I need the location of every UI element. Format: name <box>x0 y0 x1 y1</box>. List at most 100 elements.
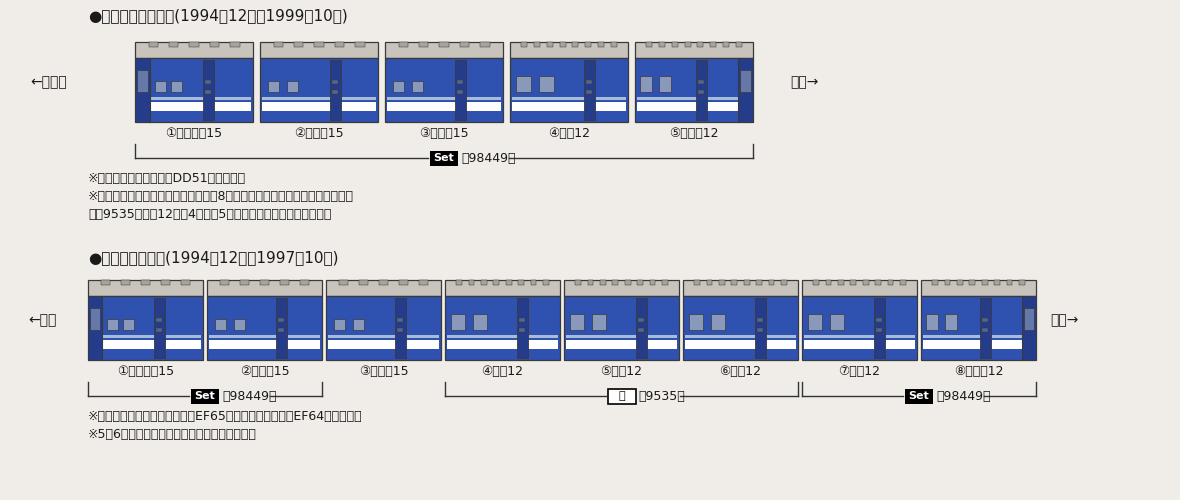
Text: ②オハネ15: ②オハネ15 <box>240 365 289 378</box>
Bar <box>332 90 337 94</box>
Bar <box>598 42 604 47</box>
Text: ←大阪: ←大阪 <box>28 313 57 327</box>
Bar <box>566 335 677 338</box>
Bar <box>755 298 766 358</box>
Text: ②オハネ15: ②オハネ15 <box>294 127 343 140</box>
Bar <box>287 81 299 92</box>
Bar <box>396 318 404 322</box>
Bar <box>90 335 201 338</box>
Bar <box>280 280 289 285</box>
Bar <box>278 328 284 332</box>
Bar <box>300 280 309 285</box>
Bar <box>592 314 607 330</box>
Bar <box>804 335 914 338</box>
Bar <box>137 97 251 100</box>
Bar <box>451 314 465 330</box>
Bar <box>686 335 796 338</box>
Bar <box>584 60 595 120</box>
Bar <box>876 328 881 332</box>
Bar <box>355 42 365 47</box>
Bar <box>206 296 322 360</box>
Bar <box>468 280 474 285</box>
Bar <box>995 280 999 285</box>
Bar <box>419 42 428 47</box>
Bar <box>572 42 578 47</box>
Bar <box>209 340 320 349</box>
Bar <box>206 280 322 296</box>
Bar <box>137 70 148 92</box>
Bar <box>696 60 707 120</box>
Bar <box>359 280 368 285</box>
Bar <box>982 328 988 332</box>
Bar <box>209 335 320 338</box>
Bar <box>570 314 584 330</box>
Bar <box>660 42 666 47</box>
Bar <box>445 296 560 360</box>
Bar <box>539 76 553 92</box>
Bar <box>635 42 753 58</box>
Bar <box>802 296 917 360</box>
Text: ※けん引機は、大阪〜名古屋がEF65形、名古屋〜長野がEF64形でした。: ※けん引機は、大阪〜名古屋がEF65形、名古屋〜長野がEF64形でした。 <box>88 410 362 423</box>
Bar <box>830 314 844 330</box>
Bar <box>260 280 269 285</box>
Bar <box>203 60 214 120</box>
Bar <box>738 58 753 122</box>
Bar <box>387 97 502 100</box>
Bar <box>191 388 219 404</box>
Bar <box>455 60 466 120</box>
Bar <box>735 42 741 47</box>
Bar <box>826 280 832 285</box>
Bar <box>221 280 229 285</box>
Bar <box>982 280 988 285</box>
Bar <box>399 42 408 47</box>
Text: ⑤オハ12: ⑤オハ12 <box>601 365 642 378</box>
Text: ⑦オハ12: ⑦オハ12 <box>839 365 880 378</box>
Bar <box>905 388 933 404</box>
Bar <box>743 280 749 285</box>
Bar <box>90 308 100 330</box>
Bar <box>712 314 725 330</box>
Bar <box>612 280 618 285</box>
Bar <box>314 42 323 47</box>
Text: Set: Set <box>433 153 454 163</box>
Bar <box>140 280 150 285</box>
Bar <box>326 280 441 296</box>
Text: ③オハネ15: ③オハネ15 <box>419 127 468 140</box>
Text: ※5・6号車は、主に多客期に連結されました。: ※5・6号車は、主に多客期に連結されました。 <box>88 428 257 441</box>
Bar <box>88 296 203 360</box>
Bar <box>601 280 605 285</box>
Bar <box>686 340 796 349</box>
Bar <box>637 97 750 100</box>
Bar <box>781 280 787 285</box>
Bar <box>926 314 938 330</box>
Text: ①スハネフ15: ①スハネフ15 <box>165 127 223 140</box>
Text: 長野→: 長野→ <box>1050 313 1079 327</box>
Bar <box>699 80 704 84</box>
Bar <box>379 280 388 285</box>
Bar <box>808 314 822 330</box>
Bar <box>588 280 594 285</box>
Bar <box>900 280 906 285</box>
Bar <box>804 340 914 349</box>
Bar <box>684 42 690 47</box>
Bar <box>262 102 376 111</box>
Bar <box>210 42 219 47</box>
Bar <box>457 80 463 84</box>
Bar <box>876 280 881 285</box>
Bar <box>230 42 240 47</box>
Bar <box>457 90 463 94</box>
Text: ※急行「だいせん」は、多客期に最長8連で運転されました。増結する際は、: ※急行「だいせん」は、多客期に最長8連で運転されました。増結する際は、 <box>88 190 354 203</box>
Bar <box>156 318 162 322</box>
Text: 〈98449〉: 〈98449〉 <box>461 152 516 164</box>
Text: 〈98449〉: 〈98449〉 <box>222 390 276 402</box>
Bar <box>516 76 531 92</box>
Bar <box>135 42 253 58</box>
Bar <box>559 42 565 47</box>
Bar <box>262 97 376 100</box>
Bar <box>625 280 630 285</box>
Bar <box>586 80 592 84</box>
Bar <box>756 280 762 285</box>
Bar <box>155 81 166 92</box>
Bar <box>123 319 135 330</box>
Text: 大阪→: 大阪→ <box>789 75 819 89</box>
